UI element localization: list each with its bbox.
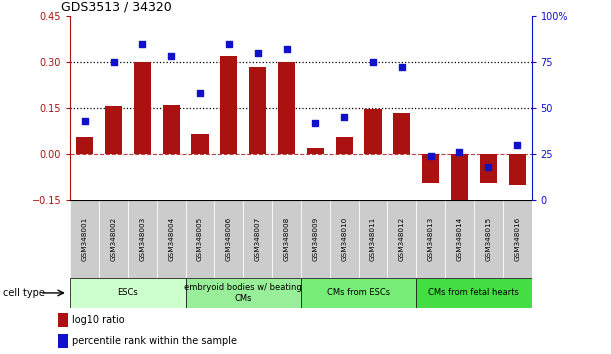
Bar	[301, 200, 330, 278]
Text: GSM348006: GSM348006	[226, 217, 232, 261]
Bar	[163, 105, 180, 154]
Bar	[387, 200, 416, 278]
Text: GSM348013: GSM348013	[428, 217, 434, 261]
Text: GSM348003: GSM348003	[139, 217, 145, 261]
Point	[339, 114, 349, 120]
Point	[109, 59, 119, 65]
Point	[512, 142, 522, 148]
Bar	[243, 200, 272, 278]
Point	[483, 164, 493, 170]
Bar	[157, 200, 186, 278]
Bar	[272, 200, 301, 278]
Bar	[134, 62, 151, 154]
Bar	[359, 200, 387, 278]
Text: GSM348010: GSM348010	[341, 217, 347, 261]
Text: CMs from fetal hearts: CMs from fetal hearts	[428, 289, 519, 297]
Point	[310, 120, 320, 126]
Point	[368, 59, 378, 65]
Bar	[508, 154, 526, 185]
Text: GSM348009: GSM348009	[312, 217, 318, 261]
Text: GSM348014: GSM348014	[456, 217, 463, 261]
Bar	[105, 107, 122, 154]
Bar	[416, 200, 445, 278]
Bar	[480, 154, 497, 183]
Text: GSM348001: GSM348001	[82, 217, 88, 261]
Bar	[70, 200, 99, 278]
Bar	[393, 113, 411, 154]
Text: percentile rank within the sample: percentile rank within the sample	[72, 336, 237, 346]
Bar	[58, 334, 68, 348]
Bar	[301, 278, 416, 308]
Point	[397, 65, 407, 70]
Bar	[76, 137, 93, 154]
Point	[455, 149, 464, 155]
Text: GSM348007: GSM348007	[255, 217, 261, 261]
Point	[80, 118, 90, 124]
Text: GSM348008: GSM348008	[284, 217, 290, 261]
Text: GSM348015: GSM348015	[485, 217, 491, 261]
Bar	[70, 278, 186, 308]
Text: GSM348016: GSM348016	[514, 217, 520, 261]
Bar	[58, 313, 68, 327]
Text: GSM348005: GSM348005	[197, 217, 203, 261]
Bar	[186, 278, 301, 308]
Text: CMs from ESCs: CMs from ESCs	[327, 289, 390, 297]
Text: GSM348011: GSM348011	[370, 217, 376, 261]
Text: GSM348004: GSM348004	[168, 217, 174, 261]
Bar	[445, 200, 474, 278]
Bar	[422, 154, 439, 183]
Bar	[335, 137, 353, 154]
Text: cell type: cell type	[3, 288, 45, 298]
Bar	[416, 278, 532, 308]
Point	[282, 46, 291, 52]
Bar	[191, 134, 209, 154]
Text: GSM348002: GSM348002	[111, 217, 117, 261]
Text: GDS3513 / 34320: GDS3513 / 34320	[61, 0, 172, 13]
Point	[137, 41, 147, 46]
Bar	[278, 62, 295, 154]
Text: embryoid bodies w/ beating
CMs: embryoid bodies w/ beating CMs	[185, 283, 302, 303]
Bar	[186, 200, 214, 278]
Bar	[214, 200, 243, 278]
Bar	[451, 154, 468, 208]
Point	[166, 53, 176, 59]
Bar	[99, 200, 128, 278]
Text: log10 ratio: log10 ratio	[72, 315, 125, 325]
Bar	[249, 67, 266, 154]
Bar	[474, 200, 503, 278]
Point	[253, 50, 263, 56]
Bar	[220, 56, 238, 154]
Bar	[364, 109, 382, 154]
Point	[224, 41, 234, 46]
Point	[195, 90, 205, 96]
Point	[426, 153, 436, 159]
Bar	[330, 200, 359, 278]
Bar	[128, 200, 157, 278]
Bar	[503, 200, 532, 278]
Bar	[307, 148, 324, 154]
Text: GSM348012: GSM348012	[399, 217, 405, 261]
Text: ESCs: ESCs	[117, 289, 138, 297]
